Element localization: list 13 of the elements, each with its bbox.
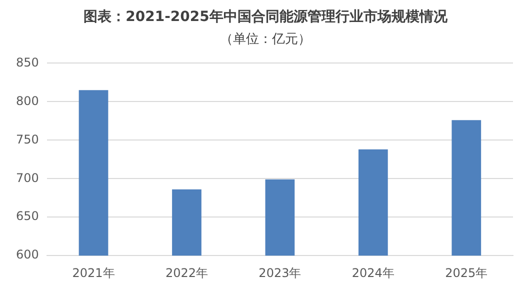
x-tick-label: 2021年 bbox=[72, 266, 115, 280]
x-tick-label: 2025年 bbox=[445, 266, 488, 280]
x-tick-label: 2024年 bbox=[352, 266, 394, 280]
y-tick-label: 850 bbox=[16, 55, 39, 70]
y-tick-label: 750 bbox=[16, 132, 39, 146]
y-tick-label: 700 bbox=[16, 170, 39, 185]
y-tick-label: 600 bbox=[16, 248, 39, 262]
y-tick-label: 650 bbox=[16, 209, 39, 224]
chart-subtitle: （单位：亿元） bbox=[219, 31, 312, 48]
x-tick-label: 2023年 bbox=[258, 266, 302, 280]
chart-title: 图表：2021-2025年中国合同能源管理行业市场规模情况 bbox=[82, 8, 448, 26]
x-tick-label: 2022年 bbox=[165, 266, 208, 280]
y-tick-label: 800 bbox=[16, 94, 39, 108]
